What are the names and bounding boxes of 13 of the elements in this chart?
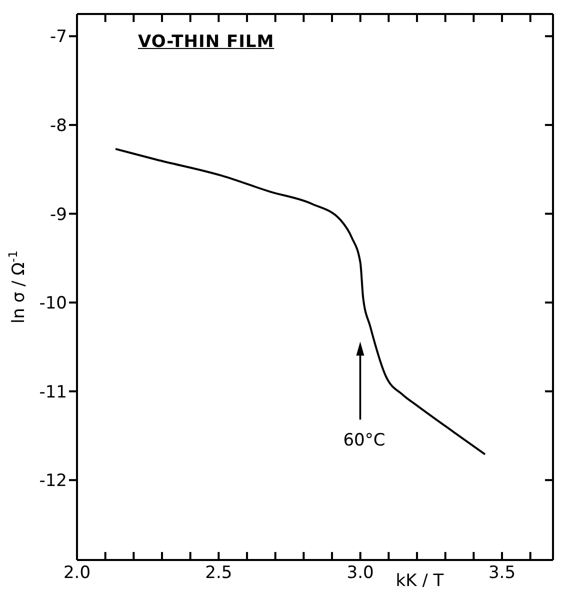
- text: VO-THIN FILM: [138, 32, 274, 52]
- x-tick-label: 2.5: [205, 563, 232, 584]
- line-series: [114, 148, 486, 456]
- x-tick-label: 3.0: [346, 563, 374, 584]
- x-tick-label: 2.0: [63, 563, 91, 584]
- y-tick-label: -10: [39, 294, 67, 314]
- annotation: 60°C: [343, 430, 386, 451]
- y-tick-label: -7: [50, 27, 67, 48]
- y-tick-label: -11: [39, 382, 67, 402]
- y-tick-label: -8: [50, 116, 67, 136]
- x-tick-label: 3.5: [488, 563, 516, 584]
- y-tick-label: -12: [39, 471, 67, 492]
- y-tick-label: -9: [50, 204, 67, 225]
